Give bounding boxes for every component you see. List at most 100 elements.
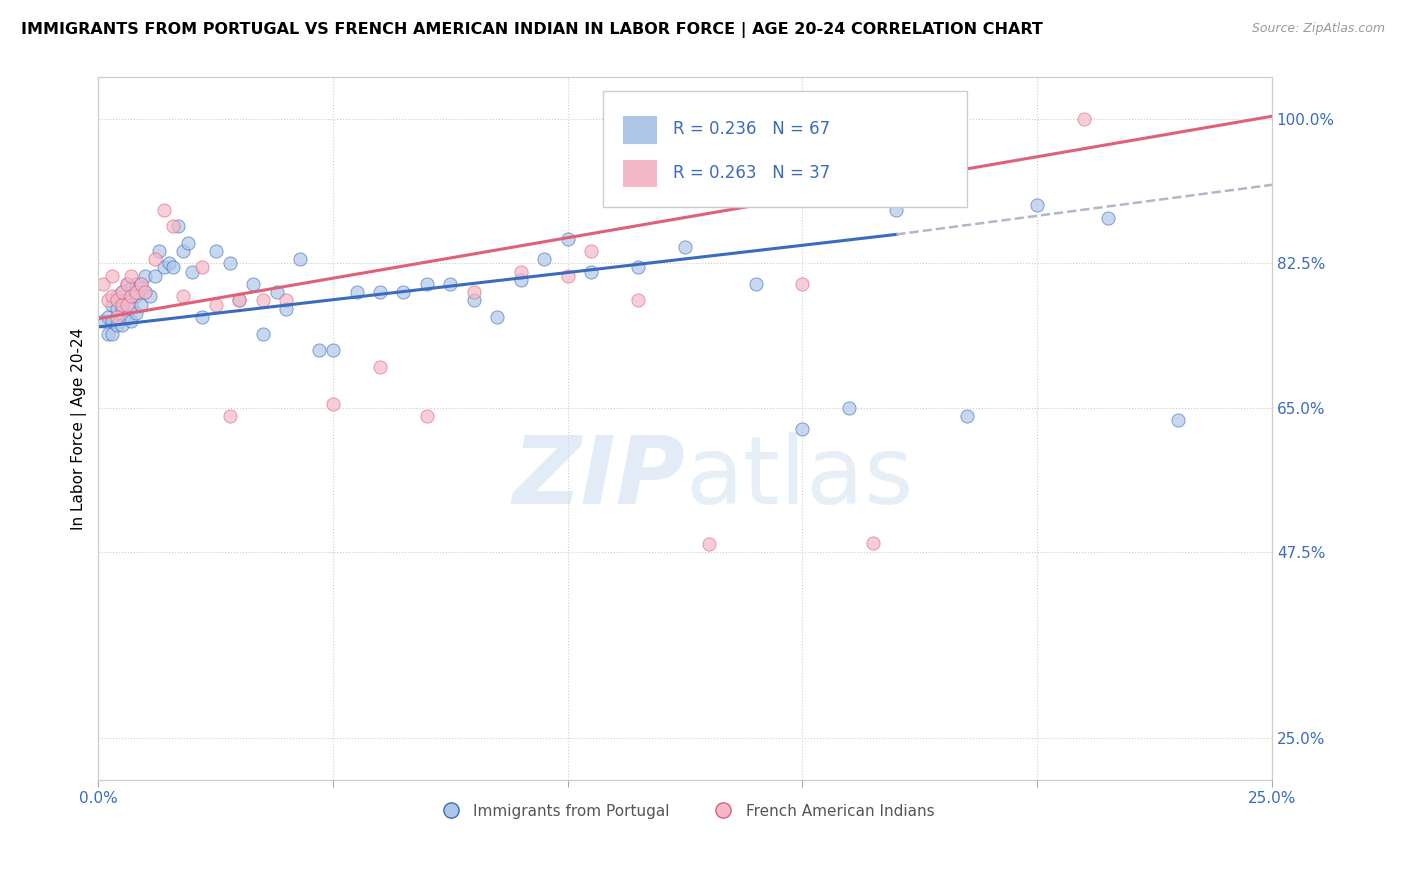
Text: R = 0.236   N = 67: R = 0.236 N = 67 — [673, 120, 831, 138]
Point — [111, 318, 134, 333]
Point — [134, 268, 156, 283]
Point — [274, 301, 297, 316]
Point — [105, 310, 128, 324]
Point — [252, 293, 274, 308]
Point — [143, 268, 166, 283]
Point — [111, 301, 134, 316]
Point — [228, 293, 250, 308]
Point — [308, 343, 330, 357]
Point — [557, 268, 579, 283]
Point — [322, 397, 344, 411]
Point — [697, 537, 720, 551]
Point — [125, 285, 148, 300]
Point — [153, 260, 176, 275]
Point — [120, 268, 142, 283]
Point — [252, 326, 274, 341]
Point — [533, 252, 555, 267]
Point — [463, 293, 485, 308]
Point — [228, 293, 250, 308]
Point — [162, 219, 184, 234]
Legend: Immigrants from Portugal, French American Indians: Immigrants from Portugal, French America… — [429, 797, 941, 824]
Point — [111, 285, 134, 300]
Point — [101, 314, 124, 328]
Point — [115, 310, 138, 324]
Point — [204, 244, 226, 258]
Point — [368, 285, 391, 300]
Point — [862, 535, 884, 549]
Text: atlas: atlas — [685, 432, 914, 524]
Point — [129, 277, 152, 291]
Point — [190, 310, 212, 324]
Point — [274, 293, 297, 308]
Point — [97, 293, 120, 308]
Point — [792, 277, 814, 291]
Point — [97, 326, 120, 341]
Point — [134, 285, 156, 300]
Point — [105, 293, 128, 308]
Point — [157, 256, 180, 270]
Point — [509, 264, 531, 278]
Point — [838, 401, 860, 415]
Point — [101, 268, 124, 283]
Point — [886, 202, 908, 217]
Point — [101, 289, 124, 303]
Point — [627, 293, 650, 308]
Point — [368, 359, 391, 374]
Point — [120, 297, 142, 311]
Point — [125, 289, 148, 303]
Point — [97, 310, 120, 324]
Point — [101, 326, 124, 341]
Point — [463, 285, 485, 300]
Point — [143, 252, 166, 267]
Point — [129, 277, 152, 291]
Text: R = 0.263   N = 37: R = 0.263 N = 37 — [673, 164, 831, 182]
Point — [167, 219, 190, 234]
Y-axis label: In Labor Force | Age 20-24: In Labor Force | Age 20-24 — [72, 327, 87, 530]
Point — [91, 277, 114, 291]
Point — [105, 289, 128, 303]
Point — [557, 231, 579, 245]
Bar — [623, 160, 655, 186]
Text: ZIP: ZIP — [512, 432, 685, 524]
Point — [120, 314, 142, 328]
Point — [1026, 198, 1049, 212]
Point — [101, 297, 124, 311]
Bar — [623, 116, 655, 143]
Point — [115, 297, 138, 311]
Point — [416, 409, 439, 424]
Point — [581, 264, 603, 278]
Point — [322, 343, 344, 357]
Point — [1167, 413, 1189, 427]
Point — [172, 289, 194, 303]
Point — [91, 314, 114, 328]
Point — [120, 289, 142, 303]
Point — [111, 285, 134, 300]
Point — [792, 421, 814, 435]
Point — [486, 310, 509, 324]
Point — [204, 297, 226, 311]
Point — [115, 293, 138, 308]
Point — [266, 285, 288, 300]
Point — [416, 277, 439, 291]
Point — [181, 264, 204, 278]
Point — [125, 306, 148, 320]
Point — [129, 297, 152, 311]
Point — [627, 260, 650, 275]
Point — [1073, 112, 1095, 126]
Point — [744, 277, 766, 291]
Point — [153, 202, 176, 217]
Point — [125, 277, 148, 291]
Point — [509, 273, 531, 287]
Point — [218, 256, 240, 270]
Point — [162, 260, 184, 275]
Text: IMMIGRANTS FROM PORTUGAL VS FRENCH AMERICAN INDIAN IN LABOR FORCE | AGE 20-24 CO: IMMIGRANTS FROM PORTUGAL VS FRENCH AMERI… — [21, 22, 1043, 38]
Point — [148, 244, 170, 258]
Point — [242, 277, 264, 291]
Point — [115, 277, 138, 291]
Point — [172, 244, 194, 258]
Point — [139, 289, 162, 303]
Point — [134, 285, 156, 300]
Point — [581, 244, 603, 258]
Point — [105, 301, 128, 316]
Point — [218, 409, 240, 424]
